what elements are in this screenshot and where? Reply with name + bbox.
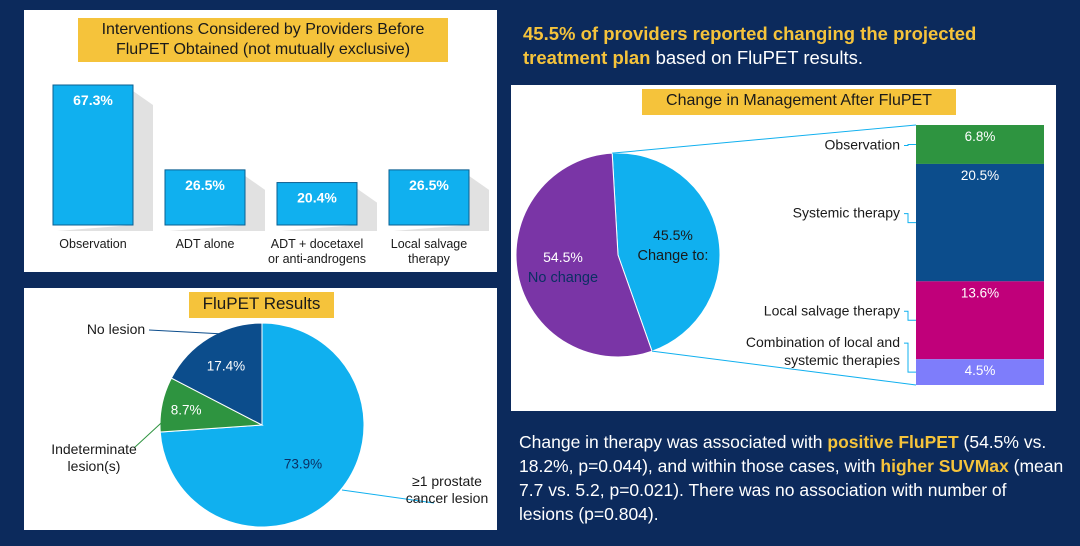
pie-category-label-no-lesion: No lesion xyxy=(87,321,145,337)
findings-part-2: (54.5% vs. 18.2%, p=0.044), and within t… xyxy=(519,432,1047,476)
bar-value-label-adt-docetaxel-or-anti-androgens: 20.4% xyxy=(297,190,337,206)
bar-category-label-local-salvage-therapy: Local salvage therapy xyxy=(391,237,467,266)
pie-category-label-1-prostate-cancer-lesion: ≥1 prostate cancer lesion xyxy=(406,473,489,506)
headline-rest: based on FluPET results. xyxy=(650,47,863,68)
bar-shadow-adt-alone xyxy=(169,175,265,231)
pie-leader-line-indeterminate-lesion-s xyxy=(133,412,173,449)
pie-category-label-no-change: No change xyxy=(528,270,598,286)
pie-category-label-indeterminate-lesion-s: Indeterminate lesion(s) xyxy=(51,441,137,474)
stacked-bar-leader-line-observation xyxy=(904,143,916,146)
stacked-bar-category-label-combination-of-local-and-systemic-therapies: Combination of local and systemic therapi… xyxy=(746,334,900,368)
bar-category-label-adt-alone: ADT alone xyxy=(176,237,235,251)
stacked-bar-category-label-systemic-therapy: Systemic therapy xyxy=(793,205,900,221)
interventions-bar-chart: 67.3% Observation 26.5% ADT alone 20.4% ADT +… xyxy=(52,84,489,266)
bar-category-label-observation: Observation xyxy=(59,237,126,251)
bar-category-label-adt-docetaxel-or-anti-androgens: ADT + docetaxel or anti-androgens xyxy=(268,237,366,266)
stacked-bar-value-label-systemic-therapy: 20.5% xyxy=(961,168,999,183)
headline: 45.5% of providers reported changing the… xyxy=(523,22,1063,70)
bar-observation xyxy=(52,84,134,226)
interventions-panel: Interventions Considered by Providers Be… xyxy=(24,10,497,272)
bar-adt-docetaxel-or-anti-androgens xyxy=(276,182,358,226)
pie-value-label-indeterminate-lesion-s: 8.7% xyxy=(171,402,202,417)
stacked-bar-segment-combination-of-local-and-systemic-therapies xyxy=(916,359,1044,385)
stacked-bar-category-label-local-salvage-therapy: Local salvage therapy xyxy=(764,302,900,318)
pie-slice-no-change xyxy=(515,152,653,358)
bar-value-label-observation: 67.3% xyxy=(73,92,113,108)
stacked-bar-segment-observation xyxy=(916,125,1044,164)
pie-slice-no-lesion xyxy=(170,322,263,426)
stacked-bar-category-label-observation: Observation xyxy=(825,136,900,152)
management-change-chart: 45.5% Change to: 54.5% No change 6.8% 20.5% 13… xyxy=(515,124,1044,386)
findings-part-3: (mean 7.7 vs. 5.2, p=0.021). There was n… xyxy=(519,456,1064,524)
stacked-bar-leader-line-systemic-therapy xyxy=(904,213,916,224)
pie-value-label-change-to: 45.5% xyxy=(653,227,693,243)
pie-category-label-change-to: Change to: xyxy=(638,248,709,264)
stacked-bar-value-label-local-salvage-therapy: 13.6% xyxy=(961,285,999,300)
interventions-chart-title: Interventions Considered by Providers Be… xyxy=(78,18,448,62)
bar-shadow-local-salvage-therapy xyxy=(393,175,489,231)
stacked-bar-leader-line-local-salvage-therapy xyxy=(904,310,916,321)
management-change-title: Change in Management After FluPET xyxy=(642,89,956,115)
pie-value-label-no-change: 54.5% xyxy=(543,249,583,265)
bar-adt-alone xyxy=(164,169,246,226)
flupet-results-panel: FluPET Results 73.9% 8.7% 17.4% ≥1 prostate… xyxy=(24,288,497,530)
pie-value-label-1-prostate-cancer-lesion: 73.9% xyxy=(284,456,322,471)
pie-value-label-no-lesion: 17.4% xyxy=(207,359,245,374)
pie-leader-line-no-lesion xyxy=(148,329,225,335)
connector-line-top xyxy=(612,124,917,154)
bar-value-label-adt-alone: 26.5% xyxy=(185,177,225,193)
findings-highlight-suvmax: higher SUVMax xyxy=(880,456,1009,476)
stacked-bar-leader-line-combination-of-local-and-systemic-therapies xyxy=(904,342,916,373)
pie-slice-change-to xyxy=(611,152,721,352)
bar-local-salvage-therapy xyxy=(388,169,470,226)
findings-text: Change in therapy was associated with po… xyxy=(519,430,1064,526)
bar-shadow-adt-docetaxel-or-anti-androgens xyxy=(281,188,377,231)
management-change-panel: Change in Management After FluPET 45.5% C… xyxy=(511,85,1056,411)
stacked-bar-segment-local-salvage-therapy xyxy=(916,281,1044,360)
headline-highlight: 45.5% of providers reported changing the… xyxy=(523,23,977,68)
findings-highlight-positive-flupet: positive FluPET xyxy=(827,432,959,452)
stacked-bar-value-label-combination-of-local-and-systemic-therapies: 4.5% xyxy=(965,363,996,378)
pie-leader-line-1-prostate-cancer-lesion xyxy=(341,489,435,504)
bar-shadow-observation xyxy=(57,91,153,231)
bar-value-label-local-salvage-therapy: 26.5% xyxy=(409,177,449,193)
stacked-bar-value-label-observation: 6.8% xyxy=(965,129,996,144)
flupet-results-title: FluPET Results xyxy=(189,292,334,318)
findings-part-1: Change in therapy was associated with xyxy=(519,432,828,452)
flupet-results-pie-chart: 73.9% 8.7% 17.4% ≥1 prostate cancer lesion In… xyxy=(51,321,489,528)
stacked-bar-segment-systemic-therapy xyxy=(916,163,1044,282)
connector-line-bottom xyxy=(651,350,917,386)
